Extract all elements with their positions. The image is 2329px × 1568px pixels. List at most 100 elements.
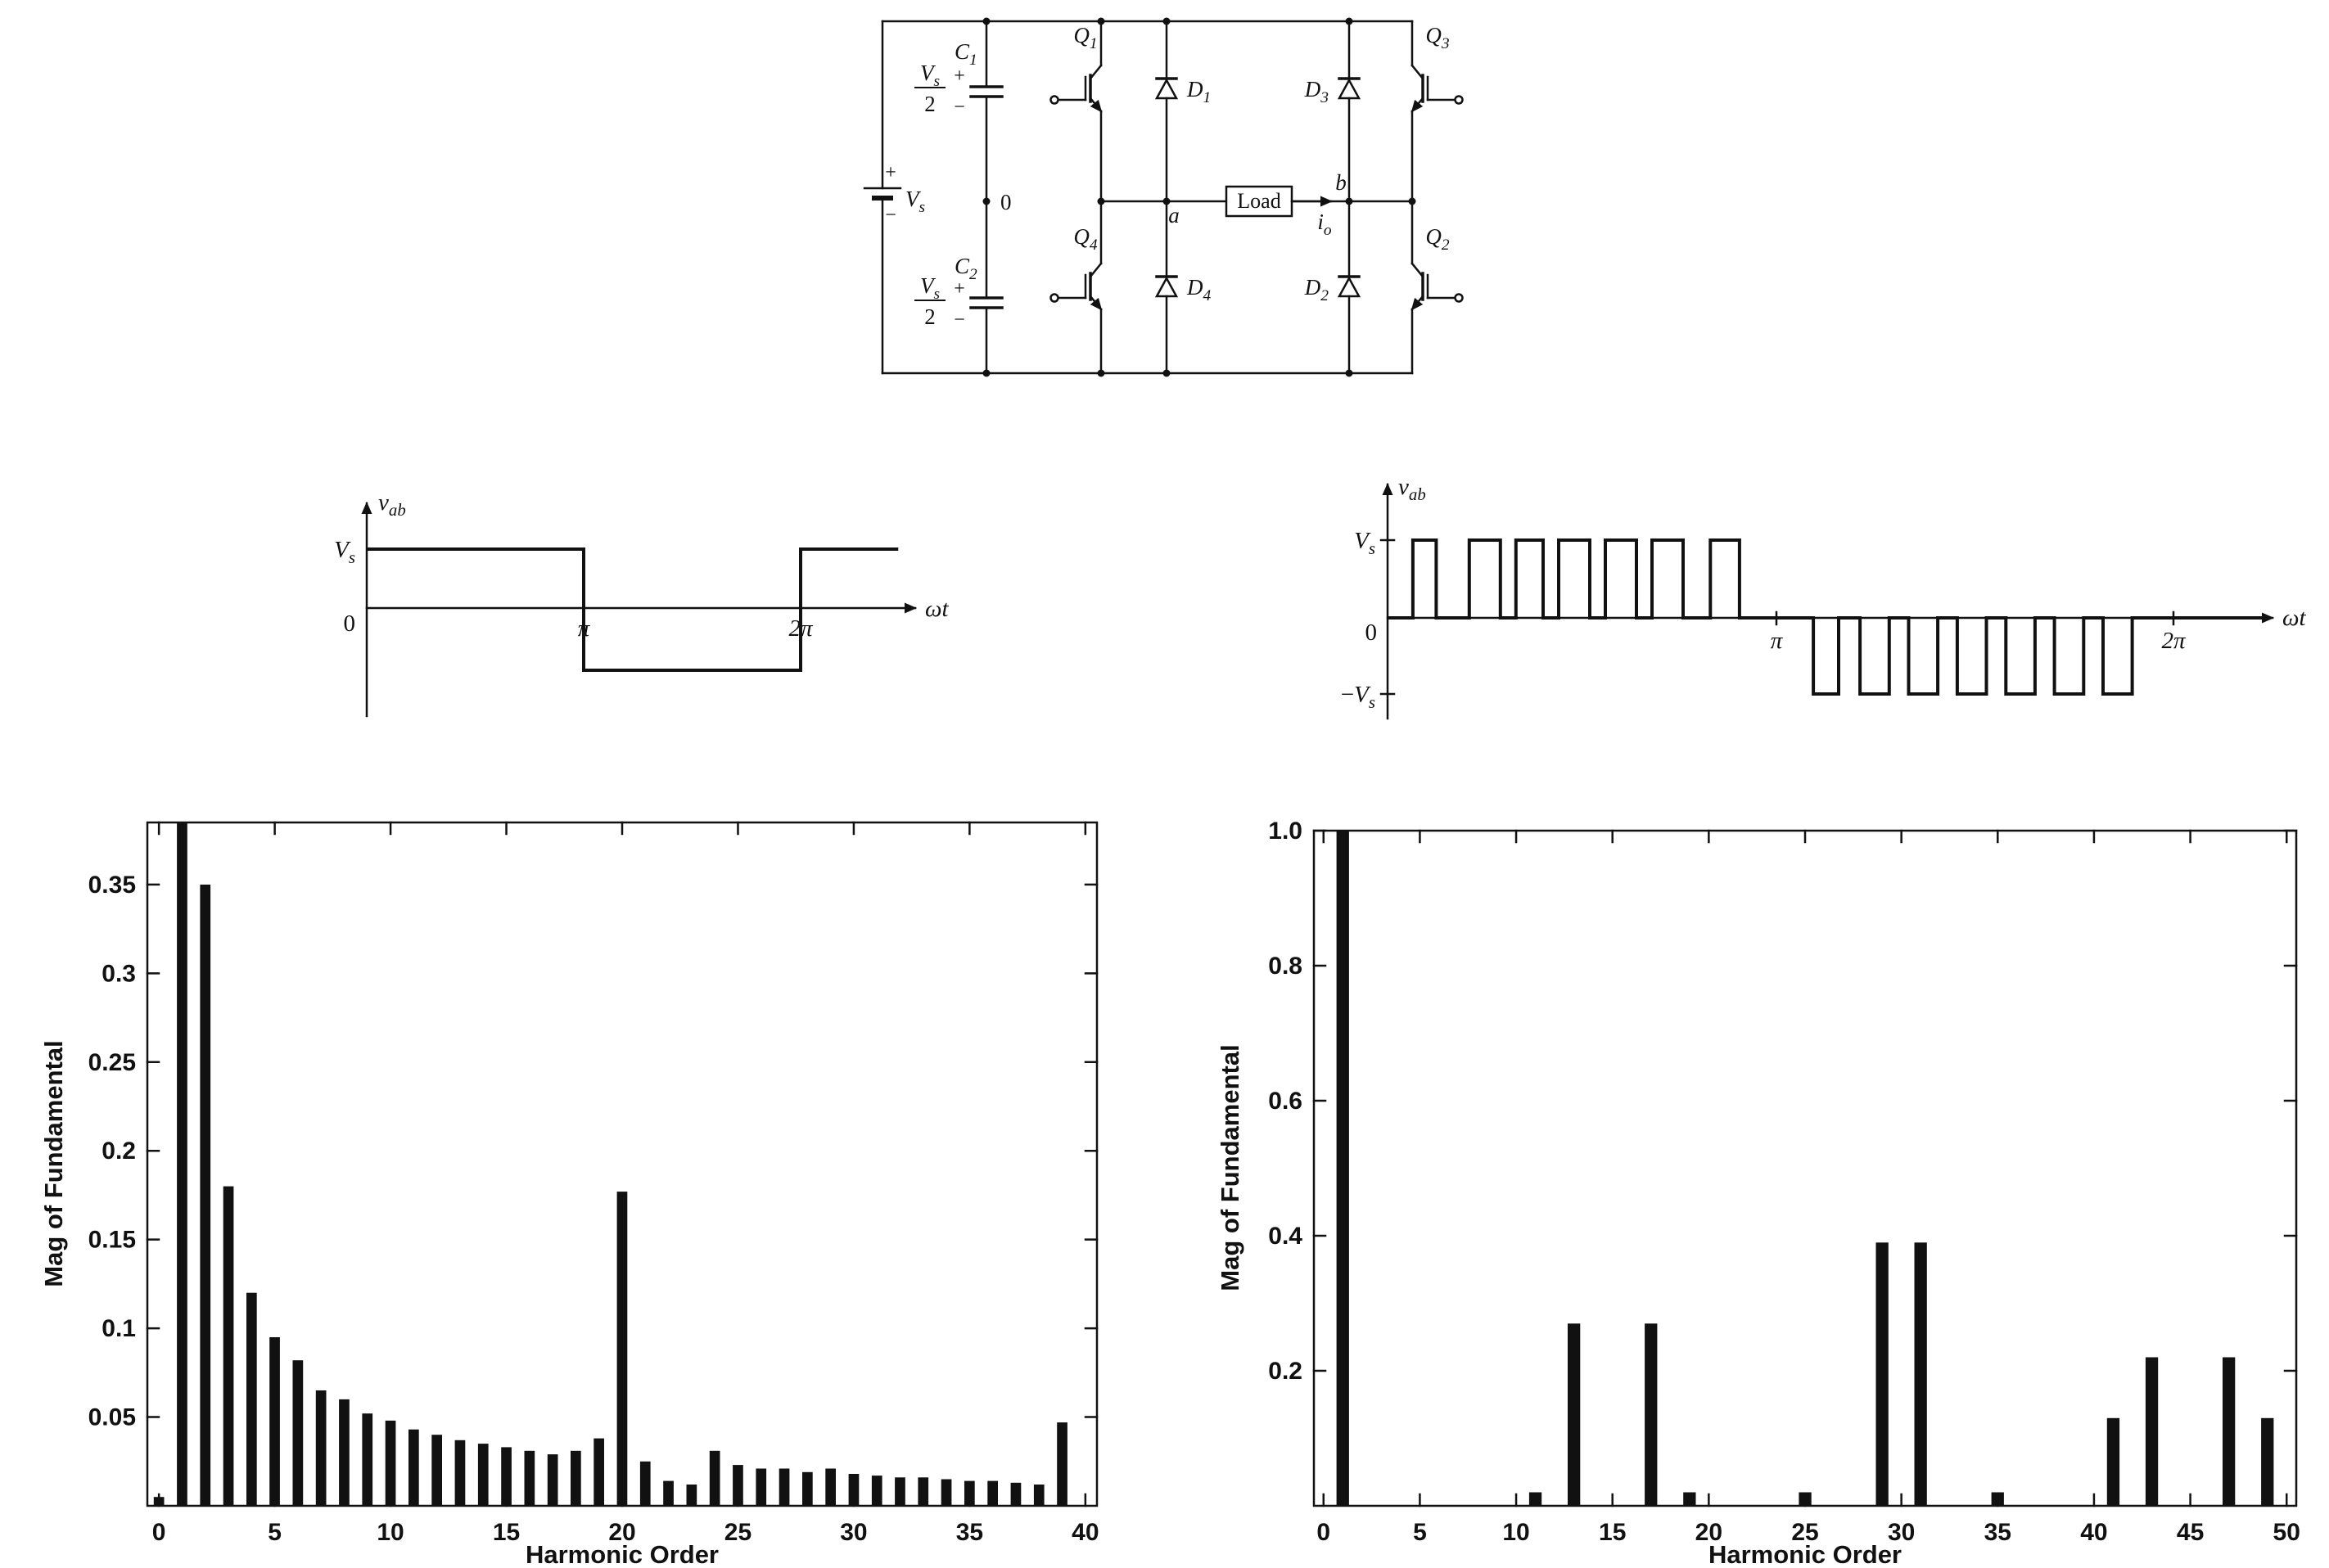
svg-text:10: 10: [1502, 1519, 1529, 1546]
square-wave-plot: vab Vs 0 π 2π ωt: [334, 489, 949, 718]
load-box: [1225, 185, 1293, 218]
label-q3: Q3: [1425, 23, 1450, 52]
label-q1: Q1: [1073, 23, 1097, 52]
harmonic-bar: [709, 1450, 720, 1506]
igbt-q3-symbol: [1410, 64, 1464, 113]
harmonic-bar: [2145, 1357, 2159, 1506]
harmonic-bar: [1010, 1482, 1022, 1506]
harmonic-bar: [571, 1450, 581, 1506]
svg-text:0.25: 0.25: [88, 1049, 136, 1076]
harmonic-bar: [848, 1474, 860, 1506]
svg-text:2: 2: [924, 304, 936, 329]
harmonic-bar: [385, 1420, 396, 1506]
igbt-q2-symbol: [1410, 262, 1464, 311]
igbt-q4-symbol: [1049, 262, 1103, 311]
svg-text:0.3: 0.3: [102, 960, 136, 987]
harmonic-bar: [153, 1497, 165, 1506]
svg-text:20: 20: [1695, 1519, 1722, 1546]
harmonic-bar: [1875, 1242, 1889, 1507]
harmonic-bar: [1799, 1492, 1812, 1506]
igbt-q1-symbol: [1049, 64, 1103, 113]
svg-text:30: 30: [840, 1519, 867, 1546]
c1-plus-sign: +: [954, 65, 965, 87]
harmonic-bar: [2106, 1417, 2120, 1507]
svg-text:0.35: 0.35: [88, 872, 136, 899]
pwm-spectrum-xlabel: Harmonic Order: [1708, 1540, 1902, 1568]
c2-minus-sign: −: [954, 309, 965, 331]
c1-minus-sign: −: [954, 97, 965, 118]
harmonic-bar: [547, 1454, 558, 1506]
square-wave-spectrum: 0 5 10 15 20 25 30 35 40 0.05 0.1 0.15 0.2 0.25 0.3 0.3…: [39, 821, 1099, 1568]
svg-text:40: 40: [2080, 1519, 2107, 1546]
battery-plus-sign: +: [885, 162, 896, 183]
label-d1: D1: [1186, 77, 1211, 106]
label-vs-level-left: Vs: [334, 537, 355, 567]
svg-text:25: 25: [724, 1519, 752, 1546]
svg-text:0.05: 0.05: [88, 1404, 136, 1431]
load-label: Load: [1237, 189, 1280, 213]
square-wave-axes: [361, 502, 917, 718]
svg-text:Vs: Vs: [920, 61, 940, 90]
harmonic-bar: [895, 1477, 905, 1506]
battery-minus-sign: −: [885, 205, 896, 226]
harmonic-bar: [200, 884, 211, 1506]
svg-text:5: 5: [268, 1519, 282, 1546]
svg-text:15: 15: [1599, 1519, 1626, 1546]
harmonic-bar: [871, 1476, 882, 1506]
square-spectrum-xlabel: Harmonic Order: [526, 1540, 719, 1568]
label-zero-right: 0: [1365, 620, 1378, 646]
svg-text:0.15: 0.15: [88, 1227, 136, 1254]
svg-text:0: 0: [1316, 1519, 1330, 1546]
svg-text:35: 35: [1984, 1519, 2011, 1546]
harmonic-bar: [524, 1450, 535, 1506]
svg-text:0.2: 0.2: [102, 1138, 136, 1165]
label-c2: C2: [955, 254, 977, 283]
label-q4: Q4: [1073, 224, 1098, 254]
svg-text:30: 30: [1888, 1519, 1915, 1546]
harmonic-bar: [964, 1480, 975, 1506]
harmonic-bar: [639, 1461, 651, 1506]
diode-d3-symbol: [1337, 77, 1361, 100]
svg-text:0.8: 0.8: [1268, 953, 1302, 980]
label-wt-left: ωt: [925, 596, 949, 622]
harmonic-bar: [616, 1192, 628, 1506]
harmonic-bar: [339, 1399, 350, 1506]
harmonic-bar: [477, 1444, 489, 1506]
label-neg-vs-level: −Vs: [1341, 682, 1375, 712]
battery-vs-symbol: [863, 187, 902, 201]
pwm-spectrum-plot-area: 0 5 10 15 20 25 30 35 40 45 50 0.2 0.4 0.6 0.8 1.0: [1268, 818, 2300, 1546]
svg-text:0.1: 0.1: [102, 1315, 136, 1342]
label-io: io: [1317, 210, 1332, 239]
label-q2: Q2: [1425, 224, 1450, 254]
harmonic-bar: [918, 1477, 929, 1506]
svg-text:0.2: 0.2: [1268, 1358, 1302, 1385]
c2-plus-sign: +: [954, 278, 965, 300]
harmonic-bar: [315, 1390, 327, 1506]
label-2pi-right: 2π: [2161, 628, 2187, 654]
svg-text:0.4: 0.4: [1268, 1223, 1302, 1250]
label-node-b: b: [1335, 170, 1347, 195]
harmonic-bar: [825, 1468, 836, 1506]
harmonic-bar: [1568, 1323, 1581, 1507]
square-spectrum-plot-area: 0 5 10 15 20 25 30 35 40 0.05 0.1 0.15 0.2 0.25 0.3 0.3…: [88, 821, 1099, 1546]
label-vs-level-right: Vs: [1354, 528, 1375, 558]
pwm-wave-plot: vab Vs −Vs 0 π 2π ωt: [1341, 474, 2306, 720]
harmonic-bar: [246, 1292, 257, 1506]
svg-text:45: 45: [2177, 1519, 2204, 1546]
circuit-wires: [881, 20, 1414, 375]
diode-d4-symbol: [1154, 275, 1179, 298]
label-node-a: a: [1168, 203, 1180, 228]
diode-d1-symbol: [1154, 77, 1179, 100]
harmonic-bar: [431, 1435, 442, 1506]
svg-text:0: 0: [152, 1519, 166, 1546]
label-d3: D3: [1304, 77, 1329, 106]
label-vab-left: vab: [378, 489, 406, 520]
harmonic-bar: [1033, 1485, 1045, 1506]
harmonic-bar: [1336, 831, 1349, 1506]
svg-text:40: 40: [1072, 1519, 1099, 1546]
pwm-spectrum: 0 5 10 15 20 25 30 35 40 45 50 0.2 0.4 0.6 0.8 1.0 Mag …: [1216, 818, 2300, 1568]
svg-text:5: 5: [1413, 1519, 1427, 1546]
svg-text:0.6: 0.6: [1268, 1088, 1302, 1115]
harmonic-bar: [756, 1468, 767, 1506]
svg-text:50: 50: [2273, 1519, 2300, 1546]
